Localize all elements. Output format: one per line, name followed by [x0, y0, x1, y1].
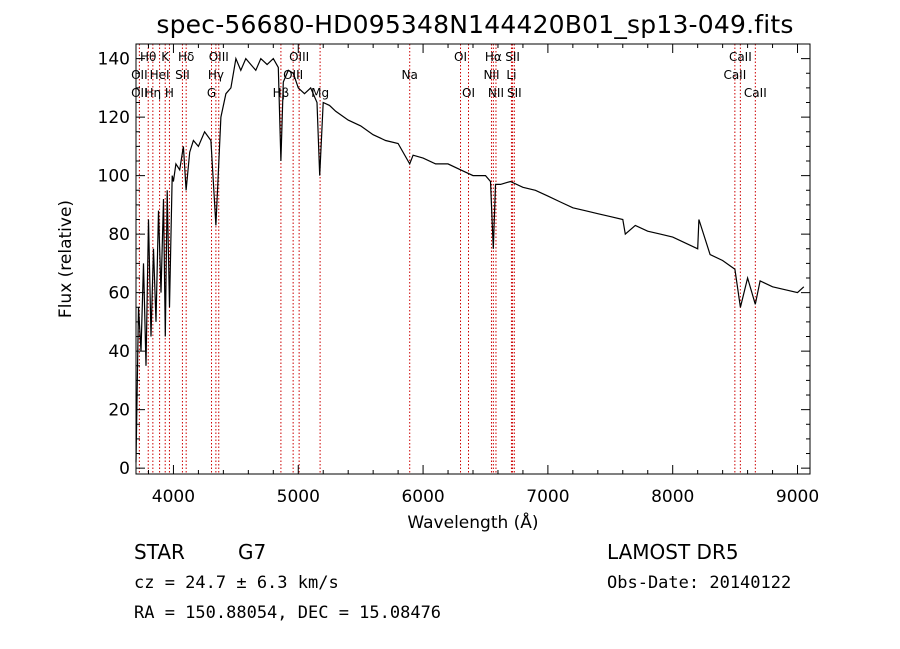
x-axis-label: Wavelength (Å) [407, 511, 538, 533]
y-tick-label: 40 [108, 342, 130, 362]
line-id-label: K [161, 50, 170, 64]
chart-title: spec-56680-HD095348N144420B01_sp13-049.f… [156, 10, 794, 39]
y-tick-label: 100 [98, 167, 130, 187]
line-id-label: CaII [729, 50, 752, 64]
line-id-label: OI [454, 50, 467, 64]
line-id-label: OI [462, 86, 475, 100]
x-tick-label: 5000 [277, 487, 320, 507]
y-tick-label: 140 [98, 50, 130, 70]
x-tick-label: 4000 [152, 487, 195, 507]
x-tick-label: 9000 [776, 487, 819, 507]
line-id-label: Hα [485, 50, 502, 64]
line-id-label: Li [506, 68, 516, 82]
line-id-label: Hγ [208, 68, 224, 82]
subclass: G7 [238, 540, 267, 564]
coordinates: RA = 150.88054, DEC = 15.08476 [134, 603, 442, 623]
survey-release: LAMOST DR5 [607, 540, 739, 564]
x-axis-ticks: 4000 5000 6000 7000 8000 9000 [147, 44, 819, 507]
line-id-label: OIII [283, 68, 303, 82]
line-id-label: Hδ [178, 50, 194, 64]
line-id-label: Hβ [273, 86, 290, 100]
line-id-label: CaII [744, 86, 767, 100]
object-class: STAR [134, 540, 185, 564]
line-id-label: Hη [145, 86, 162, 100]
y-axis-label: Flux (relative) [56, 200, 76, 318]
y-tick-label: 0 [119, 459, 130, 479]
line-marker-layer [138, 44, 756, 474]
line-id-label: NII [483, 68, 499, 82]
line-id-label: NII [488, 86, 504, 100]
x-tick-label: 7000 [526, 487, 569, 507]
line-id-label: OII [131, 86, 148, 100]
y-axis-ticks: 0 20 40 60 80 100 120 140 [98, 50, 810, 479]
line-id-label: SII [505, 50, 520, 64]
plot-frame [135, 43, 811, 475]
y-tick-label: 60 [108, 284, 130, 304]
line-id-label: H [165, 86, 174, 100]
x-tick-label: 8000 [651, 487, 694, 507]
line-id-label: SII [175, 68, 190, 82]
line-id-label: OIII [209, 50, 229, 64]
line-id-label: Hθ [140, 50, 156, 64]
line-id-label: CaII [723, 68, 746, 82]
line-id-label: SII [507, 86, 522, 100]
line-id-label: HeI [150, 68, 170, 82]
y-tick-label: 80 [108, 225, 130, 245]
x-tick-label: 6000 [401, 487, 444, 507]
line-id-label: OIII [289, 50, 309, 64]
spectrum-layer [135, 56, 805, 463]
spectrum-line [135, 56, 805, 463]
y-tick-label: 20 [108, 401, 130, 421]
line-id-label: Mg [311, 86, 329, 100]
y-tick-label: 120 [98, 108, 130, 128]
line-id-label: OII [131, 68, 148, 82]
redshift-cz: cz = 24.7 ± 6.3 km/s [134, 573, 339, 593]
observation-date: Obs-Date: 20140122 [607, 573, 792, 593]
line-id-label: G [207, 86, 216, 100]
line-id-label: Na [402, 68, 418, 82]
